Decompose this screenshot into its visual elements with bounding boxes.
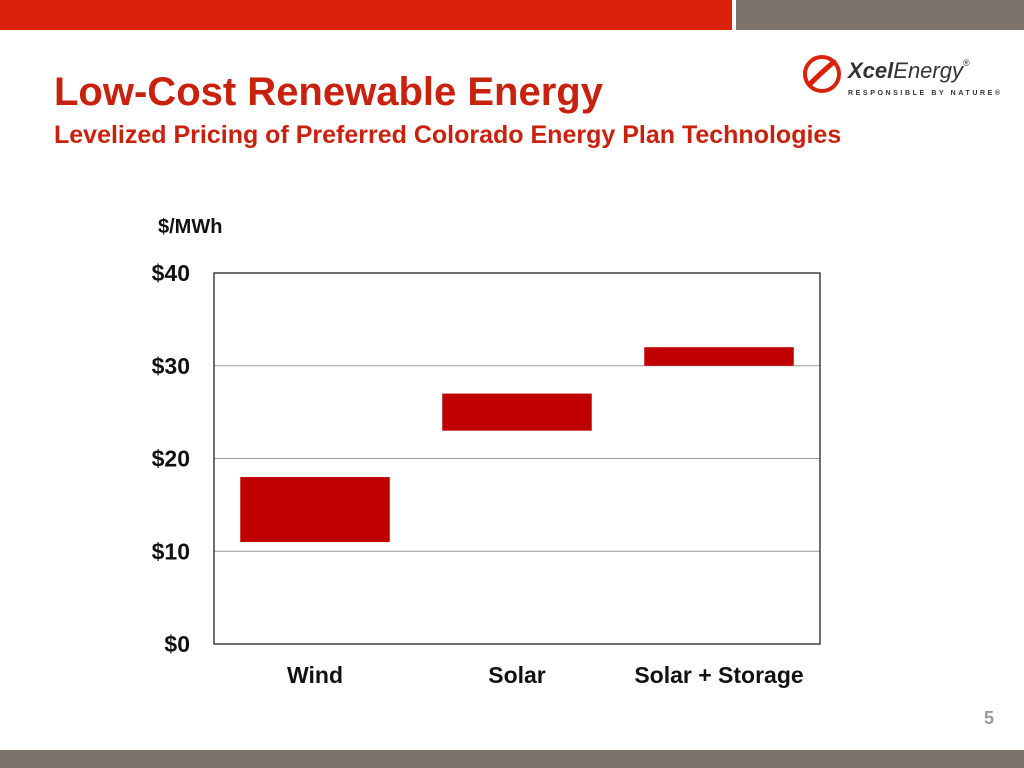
logo-word-bold: Xcel <box>848 58 894 83</box>
xcel-swoosh-icon <box>803 55 841 93</box>
y-tick-label: $0 <box>164 631 190 657</box>
plot-area-frame <box>213 272 821 645</box>
xcel-energy-logo: XcelEnergy® RESPONSIBLE BY NATURE® <box>802 52 1000 104</box>
y-tick-label: $30 <box>152 353 190 379</box>
x-category-label: Solar <box>488 662 546 688</box>
y-axis-ticks: $0 $10 $20 $30 $40 <box>152 260 190 657</box>
logo-tagline: RESPONSIBLE BY NATURE® <box>848 90 1003 97</box>
logo-registered-mark: ® <box>962 58 970 68</box>
range-bar <box>240 477 390 542</box>
bars <box>240 347 794 542</box>
range-bar <box>644 347 794 366</box>
slide-subtitle: Levelized Pricing of Preferred Colorado … <box>54 121 842 149</box>
page-number: 5 <box>983 708 994 728</box>
top-gray-bar <box>736 0 1024 30</box>
slide-title: Low-Cost Renewable Energy <box>54 70 603 114</box>
logo-word-regular: Energy <box>893 58 963 83</box>
y-tick-label: $40 <box>152 260 190 286</box>
x-category-label: Solar + Storage <box>634 662 803 688</box>
y-tick-label: $20 <box>152 446 190 472</box>
top-accent-bar <box>0 0 732 30</box>
bottom-bar <box>0 750 1024 768</box>
y-tick-label: $10 <box>152 538 190 564</box>
y-unit-label: $/MWh <box>158 216 222 238</box>
logo-wordmark: XcelEnergy® <box>848 58 970 84</box>
x-category-label: Wind <box>287 662 343 688</box>
range-bar <box>442 393 592 431</box>
x-axis-categories: Wind Solar Solar + Storage <box>287 662 804 688</box>
